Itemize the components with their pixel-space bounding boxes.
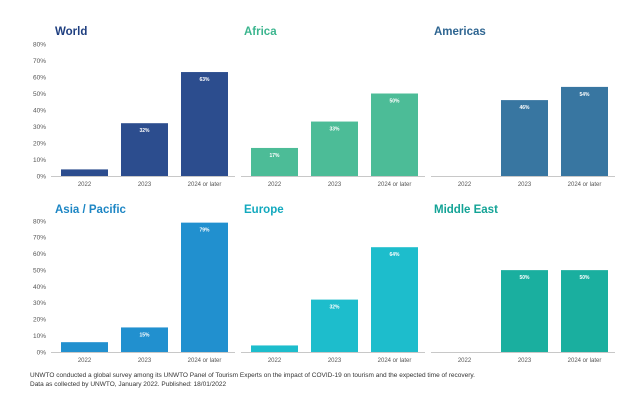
world-ytick-0: 0% [37, 173, 47, 180]
africa-category-label-2022: 2022 [268, 182, 282, 188]
world-bar-2024-or-later [181, 72, 228, 176]
africa-category-label-2024-or-later: 2024 or later [378, 182, 412, 188]
asia-pacific-bar-2022 [61, 342, 108, 352]
world-ytick-60: 60% [33, 74, 46, 81]
world-ytick-40: 40% [33, 107, 46, 114]
world-ytick-70: 70% [33, 58, 46, 65]
europe-bar-2024-or-later [371, 247, 418, 352]
world-chart-title: World [55, 26, 87, 38]
middle-east-data-label-2023: 50% [519, 275, 530, 281]
asia-pacific-ytick-70: 70% [33, 235, 46, 242]
africa-bar-2022 [251, 147, 298, 176]
asia-pacific-ytick-50: 50% [33, 267, 46, 274]
middle-east-bar-2024-or-later [561, 270, 608, 352]
middle-east-data-label-2024-or-later: 50% [579, 275, 590, 281]
asia-pacific-ytick-10: 10% [33, 333, 46, 340]
asia-pacific-chart-title: Asia / Pacific [55, 204, 127, 216]
africa-bar-2024-or-later [371, 93, 418, 176]
americas-data-label-2024-or-later: 54% [579, 92, 590, 98]
world-ytick-80: 80% [33, 41, 46, 48]
world-bar-2022 [61, 169, 108, 176]
asia-pacific-ytick-0: 0% [37, 349, 47, 356]
world-data-label-2023: 32% [139, 128, 150, 134]
africa-bar-2023 [311, 121, 358, 176]
europe-data-label-2024-or-later: 64% [389, 252, 400, 258]
asia-pacific-category-label-2024-or-later: 2024 or later [188, 358, 222, 364]
asia-pacific-ytick-60: 60% [33, 251, 46, 258]
africa-data-label-2022: 17% [269, 153, 280, 159]
americas-category-label-2024-or-later: 2024 or later [568, 182, 602, 188]
footnote-survey-description: UNWTO conducted a global survey among it… [30, 372, 475, 379]
americas-category-label-2022: 2022 [458, 182, 472, 188]
africa-data-label-2023: 33% [329, 127, 340, 133]
americas-bar-2024-or-later [561, 86, 608, 176]
asia-pacific-data-label-2023: 15% [139, 332, 150, 338]
americas-bar-2023 [501, 100, 548, 176]
europe-category-label-2022: 2022 [268, 358, 282, 364]
asia-pacific-ytick-40: 40% [33, 284, 46, 291]
middle-east-category-label-2024-or-later: 2024 or later [568, 358, 602, 364]
europe-chart-title: Europe [244, 204, 284, 216]
middle-east-category-label-2022: 2022 [458, 358, 472, 364]
world-ytick-10: 10% [33, 157, 46, 164]
world-ytick-30: 30% [33, 124, 46, 131]
world-category-label-2024-or-later: 2024 or later [188, 182, 222, 188]
asia-pacific-category-label-2022: 2022 [78, 358, 92, 364]
europe-category-label-2024-or-later: 2024 or later [378, 358, 412, 364]
asia-pacific-ytick-30: 30% [33, 300, 46, 307]
asia-pacific-ytick-20: 20% [33, 317, 46, 324]
europe-category-label-2023: 2023 [328, 358, 342, 364]
asia-pacific-data-label-2024-or-later: 79% [199, 228, 210, 234]
world-bar-2023 [121, 123, 168, 176]
world-category-label-2022: 2022 [78, 182, 92, 188]
europe-data-label-2023: 32% [329, 305, 340, 311]
asia-pacific-bar-2024-or-later [181, 222, 228, 352]
americas-data-label-2023: 46% [519, 105, 530, 111]
europe-bar-2023 [311, 299, 358, 352]
middle-east-chart-title: Middle East [434, 204, 498, 216]
africa-chart-title: Africa [244, 26, 277, 38]
middle-east-category-label-2023: 2023 [518, 358, 532, 364]
middle-east-bar-2023 [501, 270, 548, 352]
asia-pacific-ytick-80: 80% [33, 218, 46, 225]
world-data-label-2024-or-later: 63% [199, 77, 210, 83]
asia-pacific-category-label-2023: 2023 [138, 358, 152, 364]
americas-category-label-2023: 2023 [518, 182, 532, 188]
africa-data-label-2024-or-later: 50% [389, 99, 400, 105]
americas-chart-title: Americas [434, 26, 486, 38]
asia-pacific-bar-2023 [121, 327, 168, 352]
footnote-data-source: Data as collected by UNWTO, January 2022… [30, 381, 227, 388]
africa-category-label-2023: 2023 [328, 182, 342, 188]
world-ytick-50: 50% [33, 91, 46, 98]
world-ytick-20: 20% [33, 140, 46, 147]
world-category-label-2023: 2023 [138, 182, 152, 188]
europe-bar-2022 [251, 345, 298, 352]
